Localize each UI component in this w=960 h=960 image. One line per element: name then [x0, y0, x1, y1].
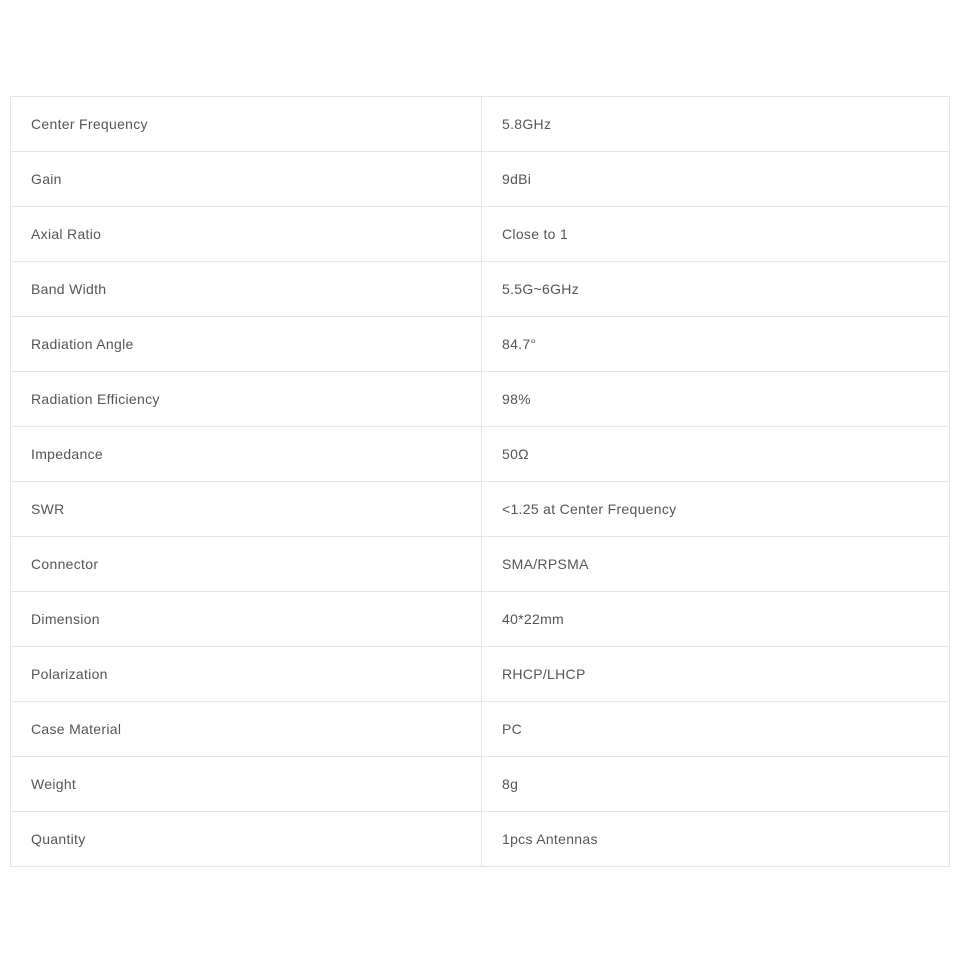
spec-table-container: Center Frequency 5.8GHz Gain 9dBi Axial …	[10, 96, 950, 867]
table-row: Radiation Efficiency 98%	[11, 372, 950, 427]
spec-value: 1pcs Antennas	[482, 812, 950, 867]
spec-label: Impedance	[11, 427, 482, 482]
spec-value: 98%	[482, 372, 950, 427]
table-row: Impedance 50Ω	[11, 427, 950, 482]
spec-value: 50Ω	[482, 427, 950, 482]
spec-label: Dimension	[11, 592, 482, 647]
spec-label: Quantity	[11, 812, 482, 867]
spec-value: 40*22mm	[482, 592, 950, 647]
table-row: Dimension 40*22mm	[11, 592, 950, 647]
spec-label: Weight	[11, 757, 482, 812]
table-row: SWR <1.25 at Center Frequency	[11, 482, 950, 537]
spec-label: Center Frequency	[11, 97, 482, 152]
spec-value: 8g	[482, 757, 950, 812]
spec-value: RHCP/LHCP	[482, 647, 950, 702]
spec-label: SWR	[11, 482, 482, 537]
spec-value: PC	[482, 702, 950, 757]
spec-label: Polarization	[11, 647, 482, 702]
spec-value: 84.7°	[482, 317, 950, 372]
table-row: Radiation Angle 84.7°	[11, 317, 950, 372]
spec-label: Radiation Efficiency	[11, 372, 482, 427]
table-row: Quantity 1pcs Antennas	[11, 812, 950, 867]
spec-label: Case Material	[11, 702, 482, 757]
table-row: Weight 8g	[11, 757, 950, 812]
table-row: Center Frequency 5.8GHz	[11, 97, 950, 152]
table-row: Gain 9dBi	[11, 152, 950, 207]
spec-label: Connector	[11, 537, 482, 592]
spec-value: Close to 1	[482, 207, 950, 262]
table-row: Axial Ratio Close to 1	[11, 207, 950, 262]
spec-label: Radiation Angle	[11, 317, 482, 372]
table-row: Connector SMA/RPSMA	[11, 537, 950, 592]
table-row: Case Material PC	[11, 702, 950, 757]
table-row: Polarization RHCP/LHCP	[11, 647, 950, 702]
spec-label: Gain	[11, 152, 482, 207]
table-row: Band Width 5.5G~6GHz	[11, 262, 950, 317]
spec-label: Band Width	[11, 262, 482, 317]
spec-value: <1.25 at Center Frequency	[482, 482, 950, 537]
spec-value: 5.8GHz	[482, 97, 950, 152]
spec-table: Center Frequency 5.8GHz Gain 9dBi Axial …	[10, 96, 950, 867]
spec-value: 5.5G~6GHz	[482, 262, 950, 317]
spec-label: Axial Ratio	[11, 207, 482, 262]
spec-value: 9dBi	[482, 152, 950, 207]
spec-value: SMA/RPSMA	[482, 537, 950, 592]
